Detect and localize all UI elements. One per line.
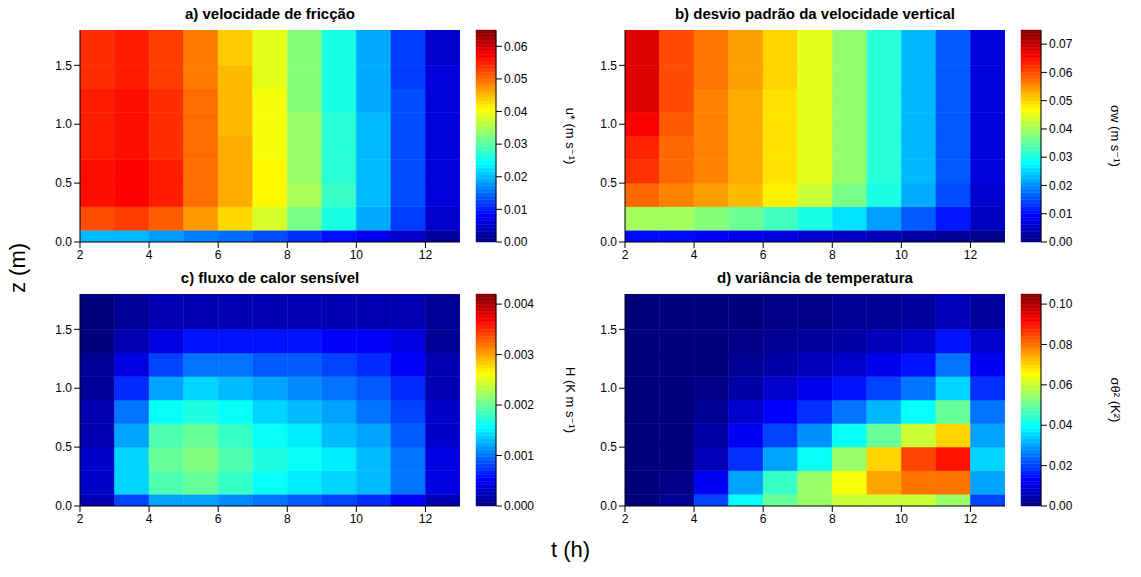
svg-text:1.5: 1.5 [55, 323, 72, 337]
svg-text:u* (m s⁻¹): u* (m s⁻¹) [563, 108, 578, 165]
svg-text:10: 10 [350, 512, 364, 526]
html-text:b) desvio padrão da velocidade: b) desvio padrão da velocidade vertical [674, 5, 955, 22]
svg-text:0.10: 0.10 [1049, 297, 1073, 311]
svg-text:0.06: 0.06 [504, 40, 528, 54]
svg-text:0.5: 0.5 [55, 176, 72, 190]
svg-text:0.03: 0.03 [1049, 150, 1073, 164]
svg-text:1.0: 1.0 [55, 381, 72, 395]
svg-text:0.5: 0.5 [600, 176, 617, 190]
svg-text:0.00: 0.00 [1049, 499, 1073, 513]
svg-text:σθ² (K²): σθ² (K²) [1108, 378, 1123, 423]
svg-text:1.0: 1.0 [600, 117, 617, 131]
svg-text:0.001: 0.001 [504, 449, 534, 463]
svg-text:0.03: 0.03 [504, 137, 528, 151]
svg-text:0.01: 0.01 [1049, 207, 1073, 221]
svg-text:1.5: 1.5 [600, 323, 617, 337]
svg-text:0.06: 0.06 [1049, 66, 1073, 80]
svg-text:0.004: 0.004 [504, 297, 534, 311]
svg-text:0.00: 0.00 [504, 235, 528, 249]
svg-text:0.05: 0.05 [1049, 94, 1073, 108]
svg-text:8: 8 [284, 248, 291, 262]
svg-text:8: 8 [829, 512, 836, 526]
svg-text:0.02: 0.02 [1049, 459, 1073, 473]
svg-text:0.08: 0.08 [1049, 338, 1073, 352]
svg-text:0.02: 0.02 [504, 170, 528, 184]
svg-text:4: 4 [691, 512, 698, 526]
svg-text:4: 4 [146, 248, 153, 262]
svg-text:0.04: 0.04 [1049, 122, 1073, 136]
svg-text:1.5: 1.5 [55, 59, 72, 73]
svg-text:0.05: 0.05 [504, 72, 528, 86]
svg-text:1.0: 1.0 [600, 381, 617, 395]
svg-text:10: 10 [895, 248, 909, 262]
svg-text:4: 4 [146, 512, 153, 526]
svg-text:0.0: 0.0 [600, 499, 617, 513]
svg-text:1.5: 1.5 [600, 59, 617, 73]
html-text:a) velocidade de fricção: a) velocidade de fricção [185, 5, 355, 22]
svg-text:2: 2 [622, 512, 629, 526]
svg-text:2: 2 [77, 512, 84, 526]
svg-text:0.5: 0.5 [600, 440, 617, 454]
svg-text:6: 6 [215, 512, 222, 526]
svg-text:0.01: 0.01 [504, 203, 528, 217]
svg-text:6: 6 [760, 512, 767, 526]
html-text:d) variância de temperatura: d) variância de temperatura [717, 269, 913, 286]
svg-text:H (K m s⁻¹): H (K m s⁻¹) [563, 367, 578, 433]
svg-text:4: 4 [691, 248, 698, 262]
svg-text:0.002: 0.002 [504, 398, 534, 412]
svg-text:0.0: 0.0 [600, 235, 617, 249]
svg-text:2: 2 [622, 248, 629, 262]
svg-text:6: 6 [760, 248, 767, 262]
svg-text:1.0: 1.0 [55, 117, 72, 131]
svg-text:0.003: 0.003 [504, 348, 534, 362]
svg-text:10: 10 [350, 248, 364, 262]
html-text:z (m): z (m) [5, 243, 30, 293]
svg-text:12: 12 [419, 248, 433, 262]
svg-text:σw (m s⁻¹): σw (m s⁻¹) [1108, 105, 1123, 167]
svg-text:8: 8 [284, 512, 291, 526]
svg-text:8: 8 [829, 248, 836, 262]
svg-text:0.0: 0.0 [55, 499, 72, 513]
svg-text:0.07: 0.07 [1049, 37, 1073, 51]
html-text:c) fluxo de calor sensível: c) fluxo de calor sensível [180, 269, 360, 286]
svg-text:12: 12 [419, 512, 433, 526]
svg-text:10: 10 [895, 512, 909, 526]
svg-text:0.04: 0.04 [504, 105, 528, 119]
svg-text:0.02: 0.02 [1049, 179, 1073, 193]
svg-text:0.04: 0.04 [1049, 418, 1073, 432]
html-text:t (h): t (h) [550, 537, 591, 562]
svg-text:0.5: 0.5 [55, 440, 72, 454]
svg-text:12: 12 [964, 248, 978, 262]
svg-text:12: 12 [964, 512, 978, 526]
svg-text:2: 2 [77, 248, 84, 262]
svg-text:0.00: 0.00 [1049, 235, 1073, 249]
svg-text:0.000: 0.000 [504, 499, 534, 513]
svg-text:0.06: 0.06 [1049, 378, 1073, 392]
svg-text:0.0: 0.0 [55, 235, 72, 249]
svg-text:6: 6 [215, 248, 222, 262]
